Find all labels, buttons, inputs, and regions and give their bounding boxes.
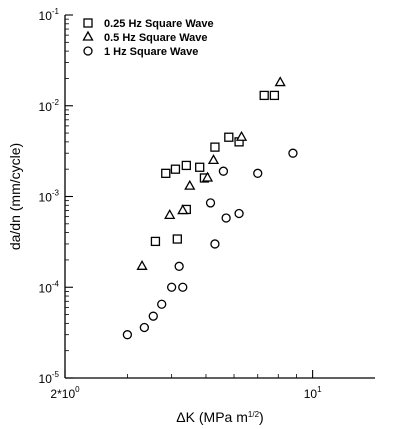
- triangle-data-point: [136, 260, 148, 270]
- legend: 0.25 Hz Square Wave 0.5 Hz Square Wave 1 H…: [82, 18, 214, 58]
- square-data-point: [150, 236, 161, 247]
- y-tick-label: 10-5: [39, 370, 60, 386]
- legend-triangle-marker: [82, 30, 94, 41]
- triangle-data-point: [235, 130, 248, 141]
- square-data-point: [259, 90, 269, 101]
- x-tick-label: 2*100: [50, 385, 80, 401]
- y-tick-label: 10-1: [39, 7, 60, 23]
- y-tick-label: 10-2: [39, 98, 60, 114]
- triangle-data-point: [207, 154, 220, 165]
- y-tick-label: 10-4: [39, 279, 60, 295]
- triangle-data-point: [184, 179, 196, 190]
- circle-data-point: [205, 198, 216, 208]
- legend-label: 0.5 Hz Square Wave: [104, 32, 208, 44]
- circle-data-point: [148, 311, 158, 321]
- data-points: [122, 76, 298, 340]
- circle-data-point: [210, 239, 220, 249]
- legend-label: 0.25 Hz Square Wave: [104, 18, 214, 30]
- square-data-point: [224, 132, 234, 142]
- circle-data-point: [221, 213, 231, 223]
- square-data-point: [210, 142, 220, 152]
- triangle-data-point: [274, 76, 286, 87]
- circle-data-point: [122, 330, 133, 340]
- square-data-point: [172, 234, 182, 244]
- square-data-point: [170, 164, 181, 174]
- legend-label: 1 Hz Square Wave: [104, 46, 198, 58]
- triangle-data-point: [201, 171, 214, 182]
- circle-data-point: [253, 168, 263, 178]
- triangle-data-point: [164, 209, 176, 219]
- circle-data-point: [174, 261, 184, 271]
- square-data-point: [161, 168, 171, 178]
- circle-data-point: [288, 148, 298, 158]
- circle-data-point: [166, 282, 177, 292]
- circle-data-point: [139, 322, 150, 333]
- circle-data-point: [157, 299, 167, 309]
- x-tick-label: 101: [304, 385, 322, 401]
- y-tick-label: 10-3: [39, 189, 60, 205]
- square-data-point: [181, 160, 191, 171]
- circle-data-point: [234, 208, 244, 219]
- x-axis-label: ΔK (MPa m1/2): [176, 409, 263, 425]
- ticks: 10-1 10-2 10-3 10-4 10-52*100 101: [39, 7, 323, 401]
- legend-square-marker: [83, 18, 93, 28]
- triangle-data-point: [177, 204, 189, 215]
- square-data-point: [195, 162, 205, 172]
- circle-data-point: [178, 282, 188, 292]
- square-data-point: [269, 90, 280, 101]
- legend-circle-marker: [83, 46, 93, 56]
- y-axis-label: da/dn (mm/cycle): [7, 143, 23, 250]
- circle-data-point: [218, 166, 229, 176]
